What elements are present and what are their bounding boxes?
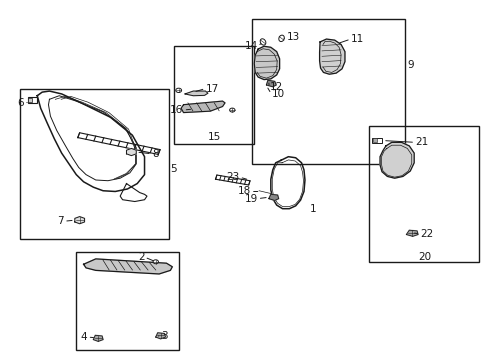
Text: 16: 16 bbox=[170, 105, 183, 115]
Bar bbox=[173, 45, 254, 144]
Polygon shape bbox=[93, 335, 103, 341]
Bar bbox=[27, 97, 37, 103]
Text: 2: 2 bbox=[138, 252, 144, 262]
Bar bbox=[76, 252, 178, 350]
Text: 15: 15 bbox=[207, 132, 221, 142]
Bar bbox=[28, 98, 32, 102]
Text: 6: 6 bbox=[18, 98, 24, 108]
Text: 17: 17 bbox=[205, 84, 218, 94]
Text: 7: 7 bbox=[58, 216, 64, 226]
Ellipse shape bbox=[278, 35, 284, 41]
Text: 21: 21 bbox=[414, 138, 427, 147]
Polygon shape bbox=[379, 142, 413, 178]
Text: 9: 9 bbox=[406, 60, 413, 70]
Bar bbox=[371, 138, 381, 143]
Text: 8: 8 bbox=[152, 149, 158, 159]
Text: 11: 11 bbox=[350, 34, 363, 44]
Ellipse shape bbox=[260, 39, 265, 45]
Bar bbox=[368, 126, 478, 262]
Polygon shape bbox=[75, 217, 84, 224]
Polygon shape bbox=[319, 39, 344, 74]
Bar bbox=[372, 138, 376, 142]
Polygon shape bbox=[184, 91, 207, 96]
Text: 14: 14 bbox=[244, 41, 257, 51]
Ellipse shape bbox=[175, 88, 181, 93]
Polygon shape bbox=[83, 259, 172, 274]
Text: 13: 13 bbox=[286, 32, 300, 42]
Text: 5: 5 bbox=[170, 164, 177, 174]
Bar bbox=[251, 19, 405, 164]
Text: 19: 19 bbox=[244, 194, 257, 204]
Polygon shape bbox=[181, 101, 224, 113]
Polygon shape bbox=[156, 333, 165, 339]
Text: 10: 10 bbox=[271, 89, 284, 99]
Polygon shape bbox=[126, 148, 136, 156]
Text: 12: 12 bbox=[269, 82, 282, 93]
Polygon shape bbox=[254, 46, 279, 80]
Ellipse shape bbox=[153, 260, 158, 264]
Ellipse shape bbox=[229, 108, 235, 112]
Bar bbox=[20, 89, 168, 239]
Text: 22: 22 bbox=[419, 229, 432, 239]
Text: 3: 3 bbox=[161, 331, 168, 341]
Text: 20: 20 bbox=[418, 252, 430, 262]
Text: 1: 1 bbox=[309, 204, 315, 214]
Polygon shape bbox=[266, 80, 276, 87]
Text: 4: 4 bbox=[81, 332, 87, 342]
Text: 18: 18 bbox=[237, 186, 250, 197]
Polygon shape bbox=[406, 230, 417, 236]
Text: 23: 23 bbox=[226, 172, 239, 182]
Polygon shape bbox=[268, 194, 278, 201]
